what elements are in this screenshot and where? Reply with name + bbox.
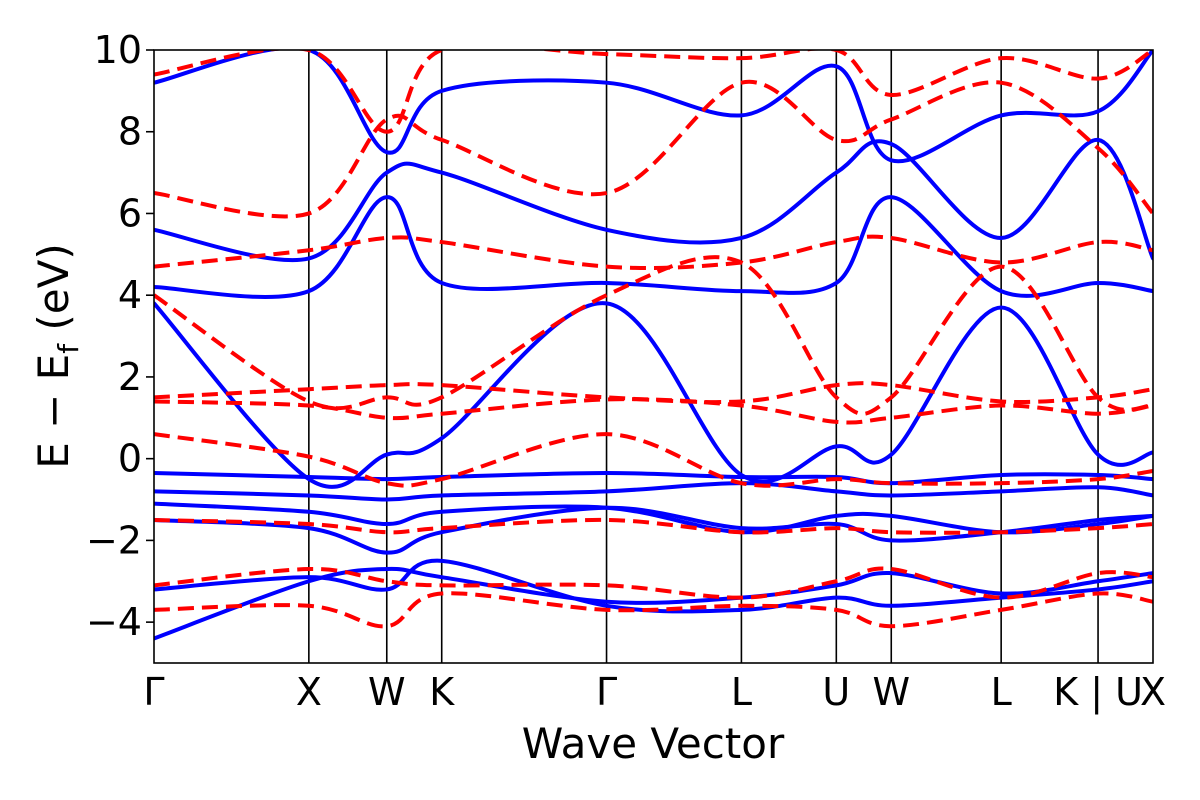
solid-band-line-6 [154,301,1153,489]
x-tick-label: X [296,670,322,714]
dashed-band-line-9 [154,50,1153,134]
solid-band-line-1 [154,558,1153,614]
x-tick-label: U [822,670,850,714]
y-tick-label: 6 [118,191,142,235]
y-axis-label-main: E − E [29,354,78,469]
dashed-band-line-1 [154,566,1153,600]
x-tick-label: L [731,670,752,714]
y-tick-label: 8 [118,110,142,154]
dashed-band-line-7 [154,234,1153,270]
solid-band-line-8 [154,137,1153,263]
y-axis-label-subscript: f [52,343,85,354]
y-tick-label: 4 [118,273,142,317]
x-tick-label: X [1140,670,1166,714]
solid-band-line-9 [154,50,1153,164]
x-tick-label: Γ [596,670,617,714]
plot-frame [153,49,1154,664]
kpoint-lines [308,50,1099,663]
y-tick-label: 2 [118,355,142,399]
dashed-band-line-5 [154,381,1153,405]
band-lines [154,50,1153,641]
y-axis-ticks: −4 −2 0 2 4 6 8 10 [86,28,154,644]
dashed-band-line-8 [154,79,1153,219]
x-tick-label: Γ [143,670,164,714]
y-tick-label: −2 [86,518,142,562]
x-tick-label: K [429,670,455,714]
x-tick-label: K | U [1053,670,1143,715]
x-tick-label: L [991,670,1012,714]
solid-band-line-4 [154,481,1153,502]
dashed-band-line-3 [154,432,1153,488]
dashed-band-line-0 [154,591,1153,629]
y-axis-label-unit: (eV) [29,243,78,344]
dashed-band-line-2 [154,517,1153,535]
y-tick-label: 10 [94,28,142,72]
y-tick-label: 0 [118,437,142,481]
x-tick-label: W [368,670,406,714]
y-axis-label: E − Ef (eV) [29,243,85,469]
x-axis-label: Wave Vector [522,719,785,768]
y-tick-label: −4 [86,600,142,644]
x-tick-label: W [872,670,910,714]
solid-band-line-0 [154,566,1153,641]
solid-band-line-7 [154,195,1153,299]
